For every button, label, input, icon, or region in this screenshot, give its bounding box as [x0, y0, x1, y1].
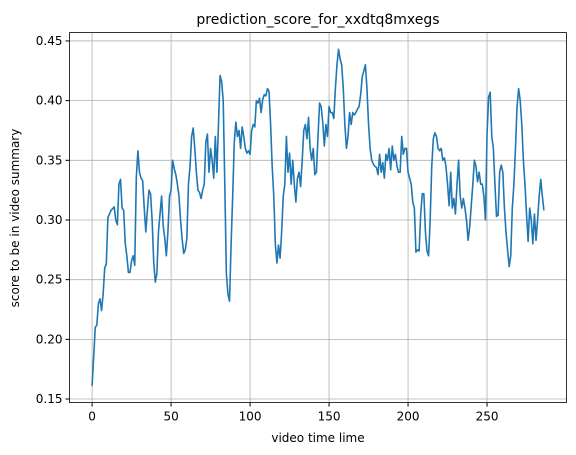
y-tick-label: 0.35	[36, 153, 63, 167]
data-line	[91, 48, 545, 386]
chart-title: prediction_score_for_xxdtq8mxegs	[196, 12, 439, 28]
x-tick-label: 0	[88, 410, 96, 424]
x-tick-label: 50	[163, 410, 178, 424]
y-tick-label: 0.15	[36, 392, 63, 406]
y-tick-label: 0.20	[36, 332, 63, 346]
x-tick-label: 200	[397, 410, 420, 424]
y-tick-label: 0.30	[36, 213, 63, 227]
x-tick-label: 100	[239, 410, 262, 424]
y-tick-label: 0.25	[36, 273, 63, 287]
plot-frame	[69, 32, 567, 403]
x-tick-label: 250	[476, 410, 499, 424]
x-axis-label: video time lime	[271, 431, 364, 445]
y-tick-label: 0.40	[36, 94, 63, 108]
x-tick-label: 150	[318, 410, 341, 424]
y-axis-label: score to be in video summary	[8, 129, 22, 308]
y-tick-label: 0.45	[36, 34, 63, 48]
